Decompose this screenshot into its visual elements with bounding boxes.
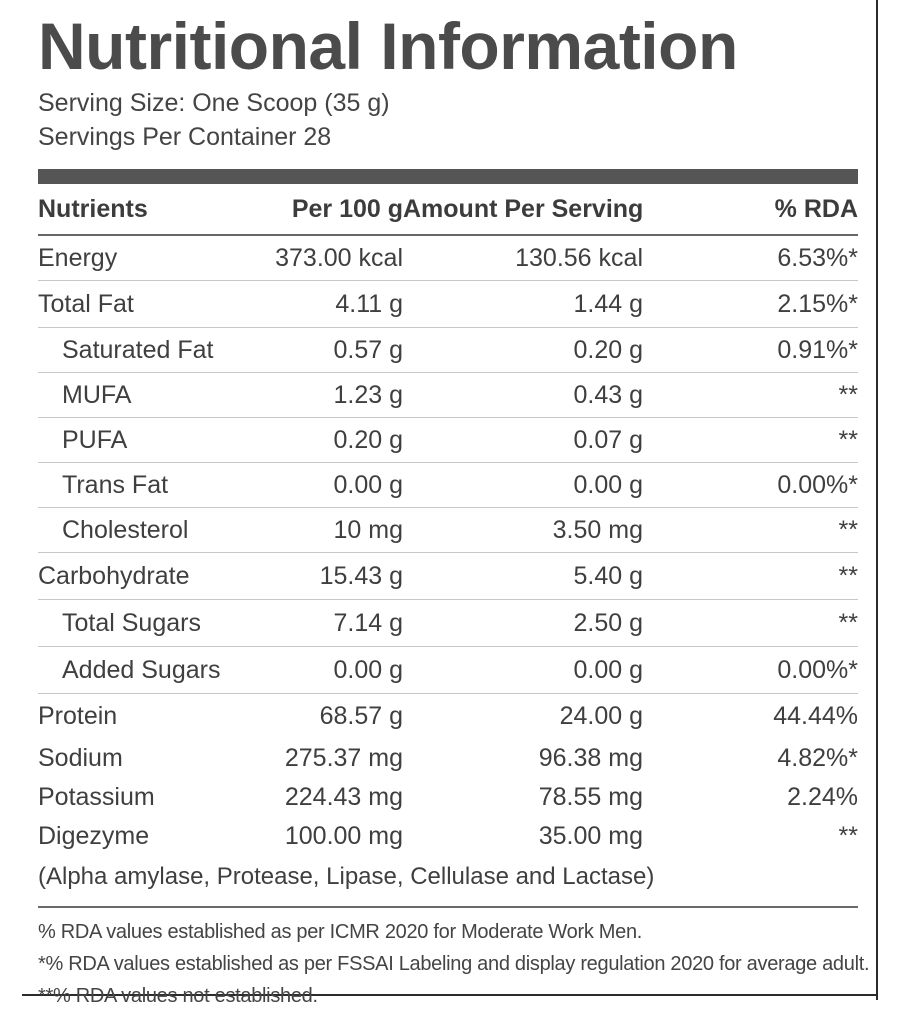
- table-header-row: Nutrients Per 100 g Amount Per Serving %…: [38, 184, 858, 235]
- rda-value: 6.53%*: [777, 243, 858, 272]
- rda-value: **: [838, 608, 858, 637]
- per-100g-value: 0.00 g: [333, 655, 403, 684]
- digezyme-note: (Alpha amylase, Protease, Lipase, Cellul…: [38, 863, 655, 890]
- nutrient-name: Added Sugars: [62, 655, 221, 684]
- per-serving-value: 78.55 mg: [538, 782, 643, 811]
- nutrient-name: Carbohydrate: [38, 561, 190, 590]
- rda-value: 0.00%*: [777, 470, 858, 499]
- nutrient-name: Digezyme: [38, 821, 150, 850]
- per-serving-value: 1.44 g: [573, 289, 643, 318]
- rda-value: **: [838, 380, 858, 409]
- table-row: Energy 373.00 kcal 130.56 kcal 6.53%*: [38, 235, 858, 281]
- nutrient-name: Potassium: [38, 782, 155, 811]
- footnote-divider: [38, 906, 858, 908]
- per-100g-value: 7.14 g: [333, 608, 403, 637]
- table-row: Potassium 224.43 mg 78.55 mg 2.24%: [38, 778, 858, 816]
- nutrient-name: MUFA: [62, 380, 132, 409]
- nutrient-name: Trans Fat: [62, 470, 169, 499]
- nutrient-name: Saturated Fat: [62, 335, 214, 364]
- footnotes: % RDA values established as per ICMR 202…: [38, 908, 870, 1012]
- per-100g-value: 10 mg: [333, 515, 403, 544]
- rda-value: **: [838, 515, 858, 544]
- nutrient-name: Sodium: [38, 743, 123, 772]
- rda-value: 0.00%*: [777, 655, 858, 684]
- header-divider-bar: [38, 169, 858, 184]
- header-amount-per-serving: Amount Per Serving: [403, 194, 644, 223]
- per-serving-value: 3.50 mg: [552, 515, 643, 544]
- per-100g-value: 275.37 mg: [284, 743, 403, 772]
- table-row: Sodium 275.37 mg 96.38 mg 4.82%*: [38, 738, 858, 778]
- footnote-rda: % RDA values established as per ICMR 202…: [38, 921, 643, 943]
- table-row: PUFA 0.20 g 0.07 g **: [38, 418, 858, 463]
- per-serving-value: 2.50 g: [573, 608, 643, 637]
- per-serving-value: 35.00 mg: [538, 821, 643, 850]
- nutrient-name: PUFA: [62, 425, 128, 454]
- per-serving-value: 0.00 g: [573, 655, 643, 684]
- table-row: Cholesterol 10 mg 3.50 mg **: [38, 508, 858, 553]
- rda-value: 2.24%: [787, 782, 858, 811]
- per-100g-value: 0.20 g: [333, 425, 403, 454]
- per-100g-value: 15.43 g: [319, 561, 403, 590]
- table-row: Digezyme 100.00 mg 35.00 mg **: [38, 816, 858, 856]
- table-row: Carbohydrate 15.43 g 5.40 g **: [38, 553, 858, 600]
- rda-value: **: [838, 561, 858, 590]
- per-serving-value: 96.38 mg: [538, 743, 643, 772]
- per-100g-value: 4.11 g: [335, 289, 403, 318]
- serving-size: Serving Size: One Scoop (35 g): [38, 89, 390, 117]
- header-rda: % RDA: [774, 194, 858, 223]
- nutrient-name: Total Sugars: [62, 608, 201, 637]
- frame-right-border: [876, 0, 878, 1000]
- header-per-100g: Per 100 g: [291, 194, 403, 223]
- nutrient-name: Total Fat: [38, 289, 134, 318]
- per-100g-value: 224.43 mg: [284, 782, 403, 811]
- rda-value: 2.15%*: [777, 289, 858, 318]
- per-serving-value: 0.20 g: [573, 335, 643, 364]
- per-100g-value: 0.57 g: [333, 335, 403, 364]
- footnote-rda-star: *% RDA values established as per FSSAI L…: [38, 953, 870, 975]
- per-100g-value: 0.00 g: [333, 470, 403, 499]
- per-serving-value: 5.40 g: [573, 561, 643, 590]
- table-row: Added Sugars 0.00 g 0.00 g 0.00%*: [38, 647, 858, 694]
- table-row: Protein 68.57 g 24.00 g 44.44%: [38, 694, 858, 739]
- per-100g-value: 100.00 mg: [284, 821, 403, 850]
- serving-info: Serving Size: One Scoop (35 g) Servings …: [38, 86, 858, 154]
- per-serving-value: 0.43 g: [573, 380, 643, 409]
- nutrient-name: Cholesterol: [62, 515, 189, 544]
- rda-value: 4.82%*: [777, 743, 858, 772]
- per-100g-value: 1.23 g: [333, 380, 403, 409]
- per-serving-value: 0.07 g: [573, 425, 643, 454]
- per-100g-value: 373.00 kcal: [275, 243, 403, 272]
- per-serving-value: 24.00 g: [559, 701, 643, 730]
- rda-value: 44.44%: [773, 701, 858, 730]
- nutrition-table: Nutrients Per 100 g Amount Per Serving %…: [38, 184, 858, 896]
- nutrient-name: Protein: [38, 701, 118, 730]
- per-serving-value: 0.00 g: [573, 470, 643, 499]
- servings-per-container: Servings Per Container 28: [38, 123, 332, 151]
- per-serving-value: 130.56 kcal: [515, 243, 643, 272]
- table-row: MUFA 1.23 g 0.43 g **: [38, 373, 858, 418]
- rda-value: 0.91%*: [777, 335, 858, 364]
- table-row: Saturated Fat 0.57 g 0.20 g 0.91%*: [38, 328, 858, 373]
- table-row: Total Fat 4.11 g 1.44 g 2.15%*: [38, 281, 858, 328]
- rda-value: **: [838, 425, 858, 454]
- page-title: Nutritional Information: [38, 9, 738, 83]
- footnote-rda-double-star: **% RDA values not established.: [38, 985, 318, 1007]
- nutrient-name: Energy: [38, 243, 118, 272]
- rda-value: **: [838, 821, 858, 850]
- nutrition-panel: Nutritional Information Serving Size: On…: [38, 0, 870, 1012]
- frame-bottom-border: [22, 994, 878, 996]
- header-nutrients: Nutrients: [38, 194, 148, 223]
- table-row: Trans Fat 0.00 g 0.00 g 0.00%*: [38, 463, 858, 508]
- per-100g-value: 68.57 g: [319, 701, 403, 730]
- table-row: Total Sugars 7.14 g 2.50 g **: [38, 600, 858, 647]
- table-row-note: (Alpha amylase, Protease, Lipase, Cellul…: [38, 856, 858, 896]
